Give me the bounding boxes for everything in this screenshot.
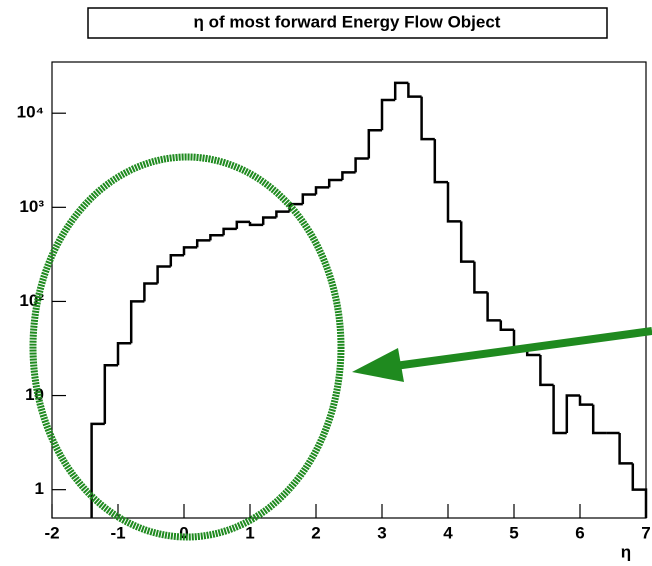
histogram-bin bbox=[539, 354, 554, 387]
histogram-bin bbox=[156, 265, 171, 284]
title-box bbox=[87, 7, 608, 39]
histogram-bin bbox=[222, 227, 237, 236]
histogram-bin bbox=[407, 82, 422, 98]
x-tick-label: 7 bbox=[641, 523, 650, 542]
histogram-bin bbox=[195, 239, 211, 248]
histogram-bin bbox=[301, 193, 316, 205]
histogram-bin bbox=[380, 98, 396, 131]
histogram-bin bbox=[459, 221, 475, 263]
histogram-bin bbox=[209, 233, 224, 241]
histogram-bin bbox=[618, 433, 633, 465]
histogram-bin bbox=[446, 182, 462, 223]
histogram-bin bbox=[169, 253, 184, 267]
histogram-bin bbox=[393, 81, 409, 101]
histogram-bin bbox=[565, 394, 580, 434]
histogram-bin bbox=[261, 216, 277, 225]
y-tick-label: 1 bbox=[35, 479, 44, 498]
arrow-shaft bbox=[394, 327, 652, 370]
histogram-bin bbox=[473, 261, 488, 294]
y-tick-label: 10⁴ bbox=[17, 103, 44, 122]
histogram-bin bbox=[341, 171, 356, 181]
histogram-bin bbox=[367, 128, 382, 159]
histogram-bin bbox=[182, 246, 198, 256]
histogram-bin bbox=[143, 282, 158, 302]
x-tick-label: 6 bbox=[575, 523, 584, 542]
x-tick-label: 4 bbox=[443, 523, 453, 542]
histogram-bin bbox=[591, 404, 607, 435]
histogram-bin bbox=[486, 292, 501, 322]
chart-title: η of most forward Energy Flow Object bbox=[194, 12, 501, 31]
histogram-bin bbox=[631, 463, 648, 518]
histogram-bin bbox=[552, 384, 567, 435]
histogram-bin bbox=[129, 300, 145, 344]
histogram-bin bbox=[499, 320, 514, 332]
histogram-bin bbox=[354, 157, 369, 173]
histogram-bin bbox=[235, 220, 250, 229]
x-tick-label: 3 bbox=[377, 523, 386, 542]
x-tick-label: -2 bbox=[44, 523, 59, 542]
histogram-bin bbox=[116, 341, 132, 366]
x-tick-label: 5 bbox=[509, 523, 518, 542]
x-tick-label: 1 bbox=[245, 523, 254, 542]
histogram-bin bbox=[420, 96, 435, 141]
x-tick-label: 0 bbox=[179, 523, 188, 542]
x-tick-label: 2 bbox=[311, 523, 320, 542]
histogram-bin bbox=[327, 178, 343, 188]
histogram-bin bbox=[103, 363, 118, 424]
histogram-bin bbox=[248, 221, 264, 227]
y-tick-label: 10³ bbox=[19, 197, 44, 216]
histogram-bin bbox=[90, 422, 105, 518]
histogram-bin bbox=[433, 139, 448, 184]
histogram-bin bbox=[578, 395, 594, 406]
histogram-bin bbox=[314, 186, 330, 195]
x-tick-label: -1 bbox=[110, 523, 125, 542]
x-axis-label: η bbox=[621, 542, 631, 561]
histogram-bin bbox=[275, 210, 290, 218]
plot-frame bbox=[51, 61, 647, 519]
highlight-ellipse bbox=[29, 153, 345, 541]
arrow-head bbox=[352, 348, 404, 382]
